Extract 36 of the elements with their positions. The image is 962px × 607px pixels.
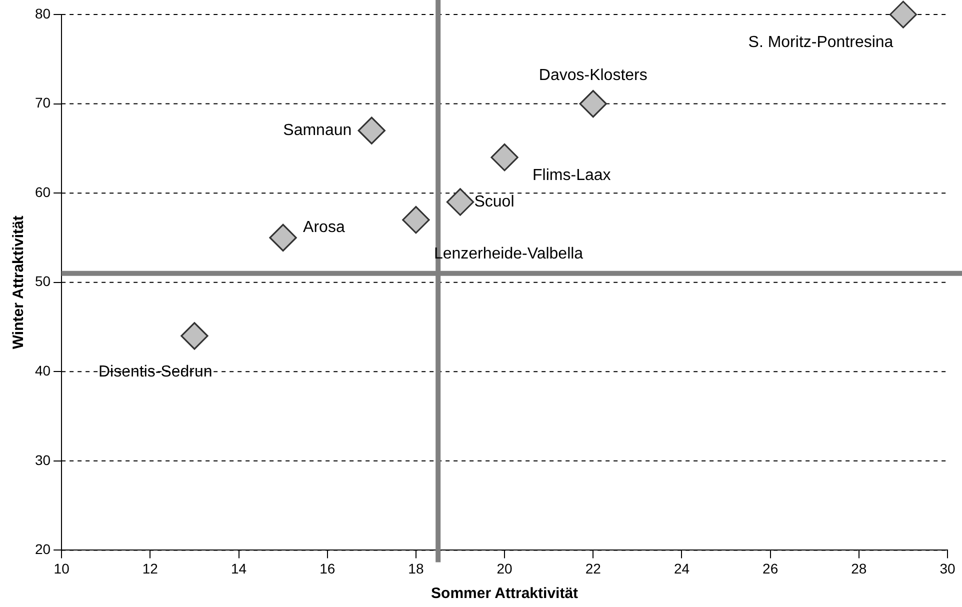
x-tick-label: 22	[585, 560, 602, 576]
x-tick-label: 18	[408, 560, 424, 576]
point	[402, 206, 430, 234]
y-tick-label: 30	[34, 452, 51, 468]
y-tick-label: 60	[34, 184, 51, 200]
x-tick-label: 28	[851, 560, 867, 576]
point	[579, 90, 607, 118]
point	[446, 188, 474, 216]
y-axis-title: Winter Attraktivität	[10, 216, 28, 350]
x-axis-title: Sommer Attraktivität	[431, 585, 578, 602]
x-tick-label: 16	[320, 560, 336, 576]
y-tick-label: 80	[34, 5, 51, 22]
x-tick-label: 12	[142, 560, 158, 576]
point	[180, 322, 208, 350]
x-tick-label: 20	[496, 560, 513, 576]
x-tick-label: 14	[230, 560, 247, 576]
y-tick-label: 70	[34, 94, 51, 111]
annotation: Davos-Klosters	[538, 67, 648, 84]
x-tick-label: 26	[762, 560, 778, 576]
x-tick-label: 10	[54, 560, 70, 576]
x-tick-label: 24	[674, 560, 690, 576]
annotation: S. Moritz-Pontresina	[748, 34, 894, 51]
y-tick-label: 50	[34, 273, 51, 290]
annotation: Samnaun	[283, 122, 352, 139]
annotation: Disentis-Sedrun	[98, 363, 212, 380]
y-tick-label: 40	[34, 362, 51, 378]
annotation: Lenzerheide-Valbella	[434, 245, 584, 262]
annotation: Arosa	[303, 219, 345, 236]
x-tick-label: 30	[940, 560, 956, 576]
point	[490, 144, 518, 172]
point	[269, 224, 297, 252]
annotation: Flims-Laax	[532, 166, 611, 184]
annotation: Scuol	[474, 193, 514, 210]
point	[358, 116, 386, 144]
point	[889, 0, 917, 28]
y-tick-label: 20	[34, 541, 51, 558]
